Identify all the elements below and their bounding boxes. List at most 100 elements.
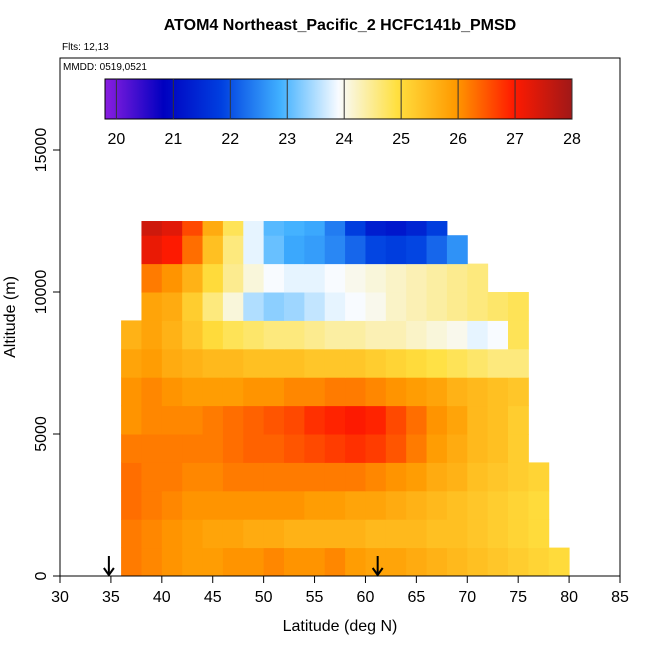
heatmap-cell — [324, 547, 346, 577]
heatmap-cell — [446, 263, 468, 293]
heatmap-cell — [385, 405, 407, 435]
heatmap-cell — [263, 320, 285, 350]
heatmap-cell — [426, 320, 448, 350]
heatmap-cell — [426, 348, 448, 378]
heatmap-cell — [324, 462, 346, 492]
plot-frame — [59, 57, 621, 577]
heatmap-cell — [202, 519, 224, 549]
heatmap-cell — [548, 547, 570, 577]
heatmap-cell — [487, 519, 509, 549]
heatmap-cell — [345, 490, 366, 520]
heatmap-cell — [182, 462, 204, 492]
heatmap-cell — [243, 263, 265, 293]
heatmap-cell — [263, 490, 285, 520]
heatmap-cell — [406, 320, 428, 350]
heatmap-cell — [406, 519, 428, 549]
heatmap-cell — [182, 221, 204, 236]
colorbar-tick-label: 24 — [335, 131, 353, 148]
heatmap-cell — [141, 292, 163, 321]
heatmap-cell — [121, 547, 142, 577]
heatmap-cell — [426, 263, 448, 293]
heatmap-cell — [121, 462, 142, 492]
heatmap-cell — [202, 235, 224, 265]
heatmap-cell — [182, 263, 204, 293]
heatmap-cell — [161, 462, 183, 492]
heatmap-cell — [222, 377, 244, 407]
heatmap-cell — [284, 547, 305, 577]
y-tick-label: 10000 — [33, 270, 50, 315]
heatmap-cell — [141, 348, 163, 378]
heatmap-cell — [426, 519, 448, 549]
heatmap-cell — [182, 490, 204, 520]
heatmap-cell — [345, 377, 366, 407]
heatmap-cell — [385, 292, 407, 321]
heatmap-cell — [426, 377, 448, 407]
colorbar-tick-label: 28 — [563, 131, 581, 148]
heatmap-cell — [243, 405, 265, 435]
heatmap-cell — [345, 221, 366, 236]
heatmap-cell — [243, 221, 265, 236]
heatmap-cell — [243, 377, 265, 407]
heatmap-cell — [385, 462, 407, 492]
heatmap-cell — [385, 519, 407, 549]
heatmap-cell — [141, 434, 163, 463]
x-tick-label: 65 — [407, 589, 425, 606]
colorbar-tick-label: 21 — [164, 131, 182, 148]
colorbar-tick-label: 23 — [278, 131, 296, 148]
heatmap-cell — [365, 263, 387, 293]
x-tick-label: 70 — [458, 589, 476, 606]
heatmap-cell — [406, 434, 428, 463]
heatmap-cell — [161, 405, 183, 435]
x-tick-label: 35 — [102, 589, 120, 606]
heatmap-cell — [182, 405, 204, 435]
heatmap-cell — [345, 292, 366, 321]
heatmap-cell — [263, 263, 285, 293]
heatmap-cell — [222, 434, 244, 463]
heatmap-cell — [263, 221, 285, 236]
heatmap-cell — [161, 263, 183, 293]
y-tick-label: 0 — [33, 571, 50, 580]
heatmap-cell — [467, 377, 489, 407]
heatmap-cell — [406, 292, 428, 321]
heatmap-cell — [284, 320, 305, 350]
heatmap-cell — [243, 490, 265, 520]
heatmap-cell — [304, 292, 326, 321]
heatmap-cell — [385, 434, 407, 463]
heatmap-cell — [304, 490, 326, 520]
heatmap-cell — [284, 348, 305, 378]
heatmap-cell — [324, 320, 346, 350]
heatmap-cell — [345, 519, 366, 549]
colorbar-tick-label: 20 — [107, 131, 125, 148]
heatmap-cell — [263, 348, 285, 378]
heatmap-cell — [304, 263, 326, 293]
heatmap-cell — [446, 434, 468, 463]
heatmap-cell — [121, 434, 142, 463]
heatmap-cell — [528, 547, 550, 577]
heatmap-cell — [508, 320, 529, 350]
heatmap-cell — [141, 235, 163, 265]
heatmap-cell — [222, 235, 244, 265]
heatmap-cell — [365, 405, 387, 435]
heatmap-cell — [467, 320, 489, 350]
heatmap-cell — [467, 519, 489, 549]
heatmap-cell — [263, 405, 285, 435]
heatmap-cell — [508, 462, 529, 492]
heatmap-cell — [345, 348, 366, 378]
heatmap-cell — [385, 547, 407, 577]
heatmap-cell — [508, 405, 529, 435]
heatmap-cell — [182, 235, 204, 265]
heatmap-cell — [324, 235, 346, 265]
heatmap-cell — [222, 462, 244, 492]
heatmap-cell — [182, 547, 204, 577]
y-tick-label: 15000 — [33, 128, 50, 173]
heatmap-cell — [345, 405, 366, 435]
heatmap-cell — [508, 377, 529, 407]
colorbar — [104, 78, 573, 120]
heatmap-cell — [182, 292, 204, 321]
heatmap-cell — [365, 221, 387, 236]
heatmap-cell — [406, 547, 428, 577]
heatmap-cell — [222, 320, 244, 350]
heatmap-cell — [426, 221, 448, 236]
heatmap-cell — [304, 519, 326, 549]
